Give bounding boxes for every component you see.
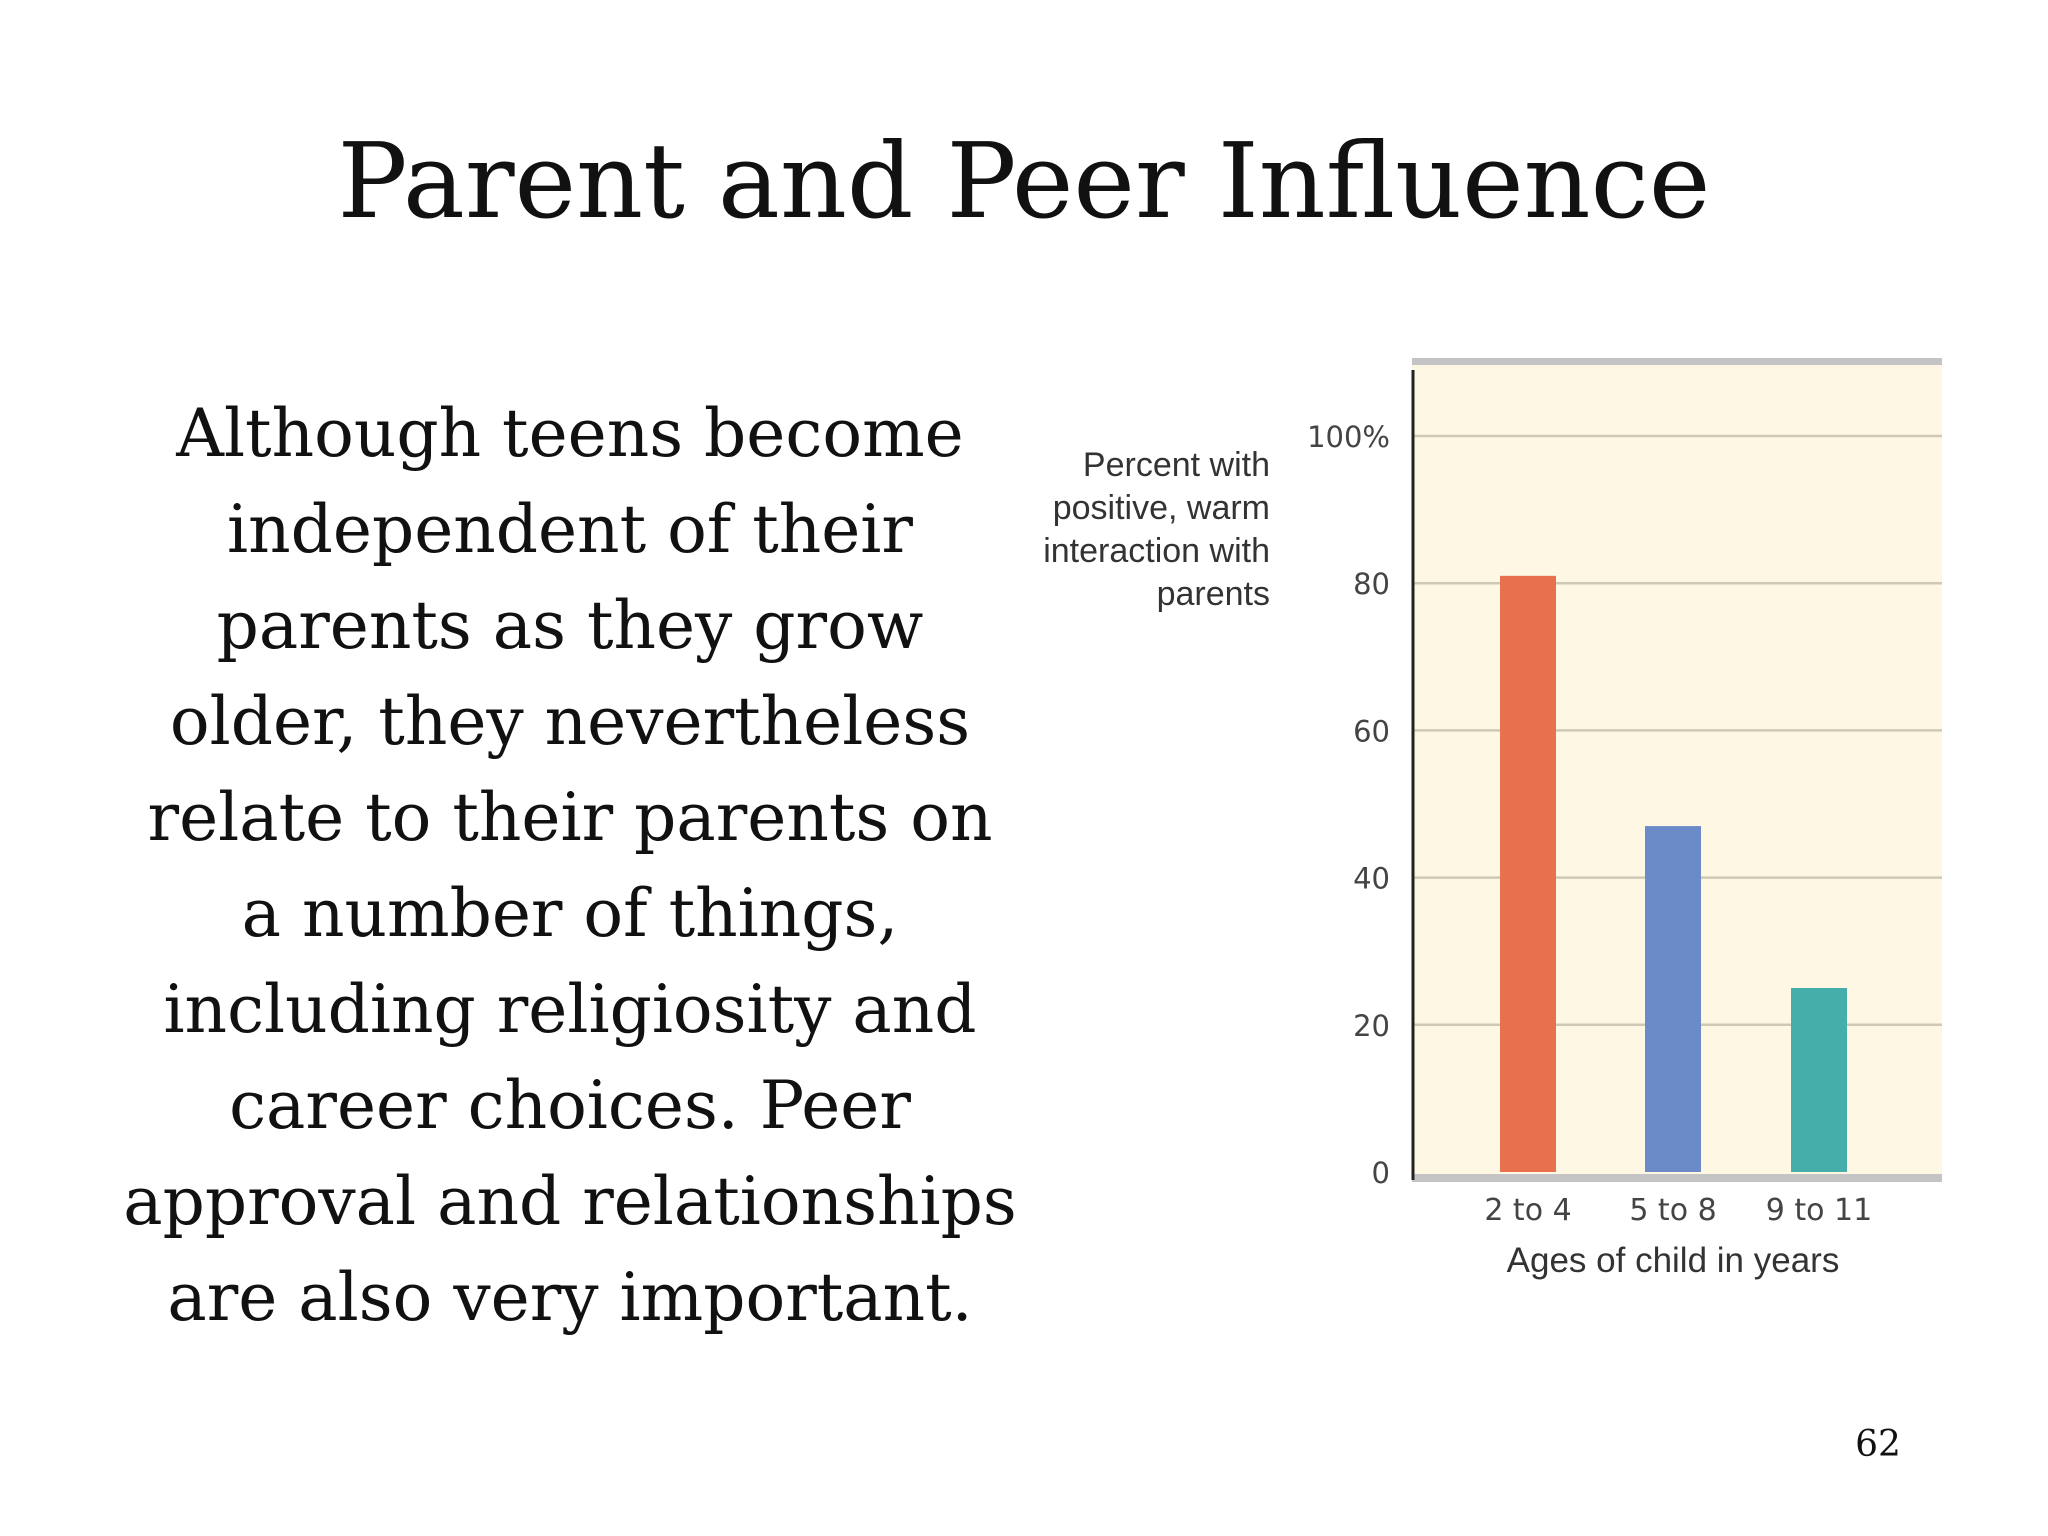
- slide-title: Parent and Peer Influence: [337, 120, 1711, 242]
- plot-bottom-border: [1412, 1174, 1942, 1182]
- page-number: 62: [1855, 1424, 1901, 1465]
- y-tick-label: 40: [1353, 862, 1390, 896]
- bar-2-to-4: [1500, 575, 1556, 1172]
- y-axis-label: Percent with positive, warm interaction …: [1043, 446, 1270, 613]
- bar-5-to-8: [1645, 826, 1701, 1172]
- y-tick-label: 100%: [1307, 420, 1390, 454]
- y-tick-label: 20: [1353, 1009, 1390, 1043]
- y-tick-label: 60: [1353, 714, 1390, 748]
- y-tick-label: 0: [1372, 1156, 1390, 1190]
- plot-top-border: [1412, 358, 1942, 365]
- body-text: Although teens become independent of the…: [123, 395, 1017, 1336]
- bar-9-to-11: [1791, 988, 1847, 1172]
- y-tick-label: 80: [1353, 567, 1390, 601]
- x-tick-label: 9 to 11: [1766, 1193, 1872, 1228]
- x-axis-label: Ages of child in years: [1507, 1241, 1840, 1280]
- bar-chart-svg: 0 20 40 60 80 100% 2 to 4 5 to 8 9 to 11 Ages of …: [1307, 358, 1942, 1280]
- bar-chart: 0 20 40 60 80 100% 2 to 4 5 to 8 9 to 11 Ages of …: [1290, 350, 1990, 1300]
- x-tick-label: 5 to 8: [1629, 1193, 1716, 1228]
- x-tick-label: 2 to 4: [1484, 1193, 1571, 1228]
